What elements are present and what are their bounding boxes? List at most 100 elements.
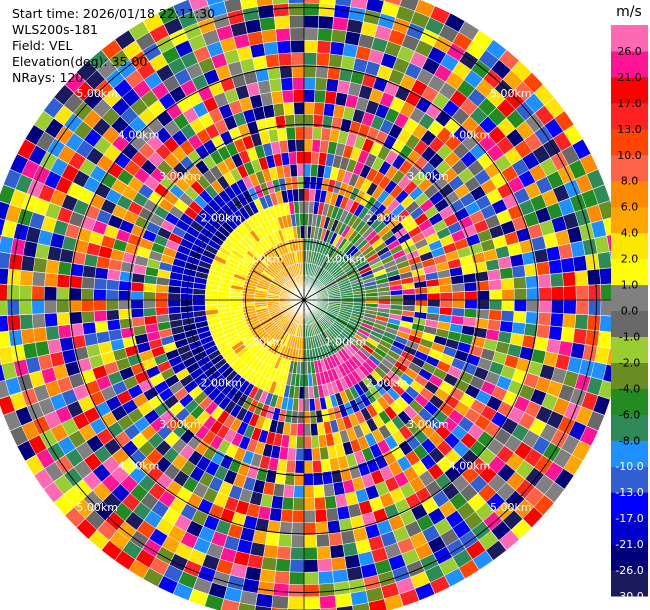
velocity-gate xyxy=(384,594,404,610)
velocity-gate xyxy=(378,208,392,222)
velocity-gate xyxy=(202,554,220,571)
velocity-gate xyxy=(563,454,583,476)
velocity-gate xyxy=(304,423,312,437)
velocity-gate xyxy=(317,558,333,572)
velocity-gate xyxy=(555,229,571,246)
velocity-gate xyxy=(191,509,209,527)
velocity-gate xyxy=(427,300,441,308)
velocity-gate xyxy=(164,431,180,448)
velocity-gate xyxy=(149,528,168,547)
velocity-gate xyxy=(324,258,334,270)
velocity-gate xyxy=(537,274,552,288)
velocity-gate xyxy=(173,387,189,402)
velocity-gate xyxy=(184,399,199,414)
velocity-gate xyxy=(428,374,444,388)
velocity-gate xyxy=(464,69,484,89)
velocity-gate xyxy=(233,343,247,355)
velocity-gate xyxy=(588,284,601,300)
velocity-gate xyxy=(348,385,360,400)
velocity-gate xyxy=(388,514,405,532)
velocity-gate xyxy=(280,434,290,448)
velocity-gate xyxy=(365,300,379,304)
velocity-gate xyxy=(304,460,314,474)
velocity-gate xyxy=(411,123,428,140)
velocity-gate xyxy=(332,353,342,367)
velocity-gate xyxy=(310,361,316,374)
velocity-gate xyxy=(257,505,272,520)
velocity-gate xyxy=(233,376,246,391)
velocity-gate xyxy=(399,0,420,12)
velocity-gate xyxy=(325,281,338,289)
velocity-gate xyxy=(318,15,334,30)
velocity-gate xyxy=(304,151,312,165)
velocity-gate xyxy=(365,484,380,501)
velocity-gate xyxy=(534,125,554,145)
velocity-gate xyxy=(236,393,249,408)
velocity-gate xyxy=(103,361,120,376)
field-name: Field: VEL xyxy=(12,38,73,53)
velocity-gate xyxy=(305,250,310,264)
velocity-gate xyxy=(227,354,240,367)
velocity-gate xyxy=(132,392,149,408)
velocity-gate xyxy=(546,246,561,262)
velocity-gate xyxy=(345,491,359,506)
velocity-gate xyxy=(514,498,534,519)
velocity-gate xyxy=(288,309,297,320)
velocity-gate xyxy=(348,413,360,428)
velocity-gate xyxy=(390,445,406,461)
velocity-gate xyxy=(490,520,511,541)
velocity-gate xyxy=(343,401,355,416)
velocity-gate xyxy=(414,305,428,313)
velocity-gate xyxy=(457,167,475,184)
velocity-gate xyxy=(304,596,321,610)
velocity-gate xyxy=(370,260,384,270)
velocity-gate xyxy=(363,280,377,288)
velocity-gate xyxy=(122,540,143,560)
velocity-gate xyxy=(525,275,539,289)
velocity-gate xyxy=(344,198,355,212)
velocity-gate xyxy=(339,196,350,210)
velocity-gate xyxy=(345,132,358,147)
velocity-gate xyxy=(371,185,384,200)
velocity-gate xyxy=(334,220,344,234)
velocity-gate xyxy=(598,380,615,400)
velocity-gate xyxy=(304,398,310,412)
velocity-gate xyxy=(396,128,412,145)
velocity-gate xyxy=(414,393,429,408)
velocity-gate xyxy=(507,242,522,257)
velocity-gate xyxy=(423,401,439,416)
velocity-gate xyxy=(312,322,320,335)
velocity-gate xyxy=(368,233,381,246)
velocity-gate xyxy=(128,559,150,579)
velocity-gate xyxy=(345,244,357,257)
velocity-gate xyxy=(499,267,514,280)
velocity-gate xyxy=(221,322,235,331)
velocity-gate xyxy=(410,503,428,521)
velocity-gate xyxy=(294,460,304,474)
velocity-gate xyxy=(223,428,237,444)
velocity-gate xyxy=(154,380,170,395)
velocity-gate xyxy=(178,571,198,589)
velocity-gate xyxy=(546,410,564,430)
velocity-gate xyxy=(349,274,362,283)
velocity-gate xyxy=(352,424,365,439)
velocity-gate xyxy=(574,314,589,330)
velocity-gate xyxy=(286,334,293,348)
velocity-gate xyxy=(349,186,361,201)
velocity-gate xyxy=(527,223,544,240)
velocity-gate xyxy=(321,242,330,255)
velocity-gate xyxy=(409,51,428,69)
velocity-gate xyxy=(334,270,346,280)
velocity-gate xyxy=(449,89,468,108)
velocity-gate xyxy=(571,440,591,461)
velocity-gate xyxy=(495,341,510,355)
velocity-gate xyxy=(235,500,250,516)
velocity-gate xyxy=(357,380,370,394)
velocity-gate xyxy=(284,307,295,317)
velocity-gate xyxy=(145,323,159,334)
velocity-gate xyxy=(390,139,406,155)
velocity-gate xyxy=(179,393,194,408)
velocity-gate xyxy=(344,554,361,569)
velocity-gate xyxy=(357,149,370,165)
velocity-gate xyxy=(344,227,355,240)
